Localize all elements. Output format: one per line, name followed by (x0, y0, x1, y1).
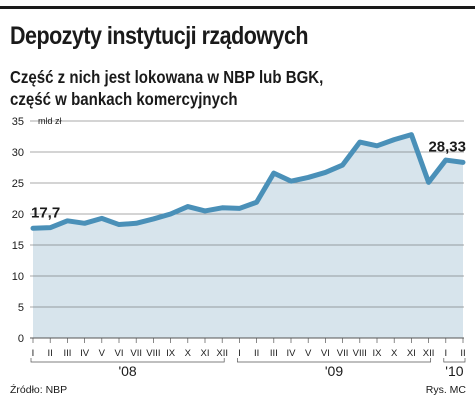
x-tick-label: X (391, 348, 398, 359)
chart-subtitle: Część z nich jest lokowana w NBP lub BGK… (10, 66, 457, 110)
x-tick-label: II (460, 348, 465, 359)
x-tick-label: III (270, 348, 278, 359)
y-tick-label: 35 (12, 116, 24, 128)
y-tick-label: 15 (12, 240, 24, 252)
x-tick-label: VII (130, 348, 142, 359)
x-tick-label: VIII (146, 348, 160, 359)
x-tick-label: III (63, 348, 71, 359)
year-bracket (443, 358, 466, 363)
year-bracket (30, 358, 225, 363)
x-tick-label: VI (321, 348, 330, 359)
value-annotation: 17,7 (31, 204, 60, 221)
x-tick-label: II (48, 348, 53, 359)
x-tick-label: I (32, 348, 35, 359)
year-label: '10 (445, 363, 463, 379)
x-tick-label: VI (115, 348, 124, 359)
x-tick-label: I (444, 348, 447, 359)
year-bracket (237, 358, 431, 363)
x-tick-label: IX (166, 348, 176, 359)
y-tick-label: 5 (18, 302, 24, 314)
y-tick-label: 30 (12, 147, 24, 159)
x-tick-label: VII (337, 348, 349, 359)
x-tick-label: V (99, 348, 106, 359)
top-rule (0, 6, 475, 9)
subtitle-line-1: Część z nich jest lokowana w NBP lub BGK… (10, 67, 324, 87)
y-tick-label: 0 (18, 333, 24, 345)
y-tick-label: 20 (12, 209, 24, 221)
x-tick-label: IX (373, 348, 383, 359)
subtitle-line-2: część w bankach komercyjnych (10, 89, 238, 109)
credit-note: Rys. MC (425, 384, 466, 396)
x-tick-label: X (185, 348, 192, 359)
year-label: '09 (325, 363, 343, 379)
x-tick-label: IV (287, 348, 297, 359)
y-unit-label: mld zł (38, 116, 62, 126)
source-note: Źródło: NBP (10, 384, 68, 396)
y-tick-label: 25 (12, 178, 24, 190)
chart-title: Depozyty instytucji rządowych (10, 22, 309, 50)
y-tick-label: 10 (12, 271, 24, 283)
x-tick-label: IV (80, 348, 90, 359)
year-label: '08 (118, 363, 136, 379)
series-line (30, 132, 466, 231)
x-tick-label: VIII (353, 348, 367, 359)
x-tick-label: V (305, 348, 312, 359)
x-tick-label: I (238, 348, 241, 359)
x-tick-label: II (254, 348, 259, 359)
x-tick-label: XI (201, 348, 210, 359)
value-annotation: 28,33 (428, 138, 466, 155)
x-tick-label: XI (407, 348, 416, 359)
x-tick-label: XII (423, 348, 435, 359)
area-fill (33, 134, 463, 338)
x-tick-label: XII (216, 348, 228, 359)
